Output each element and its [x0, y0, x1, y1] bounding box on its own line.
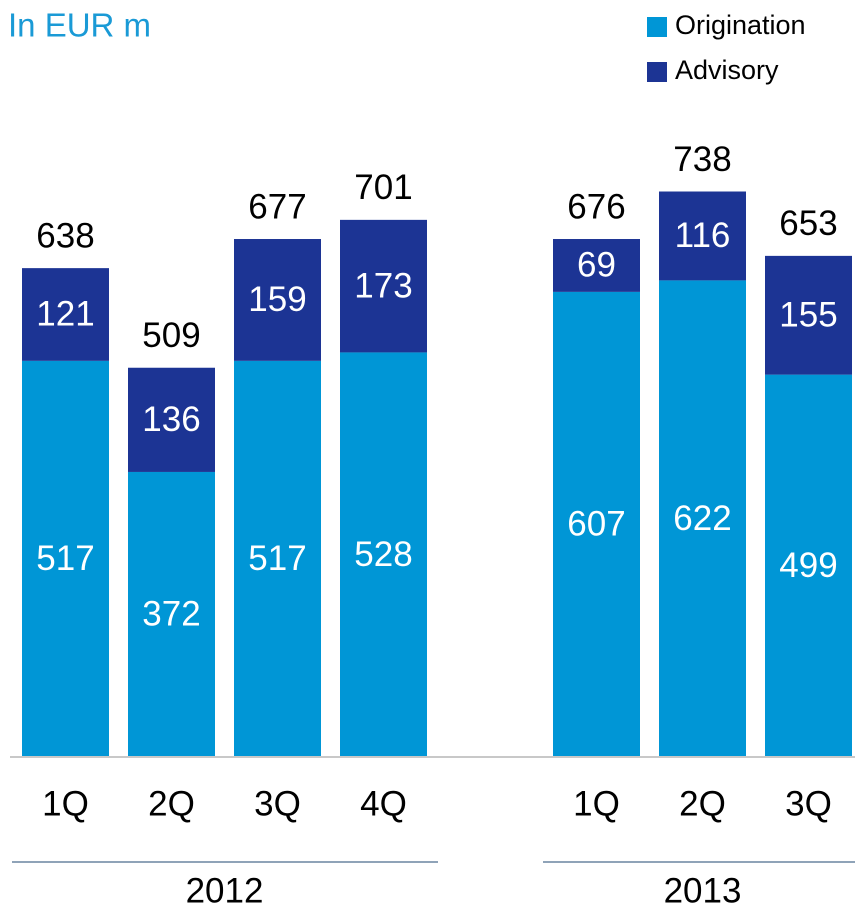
x-tick-label: 3Q	[785, 784, 832, 823]
bar-segment	[340, 219, 427, 353]
value-label: 173	[354, 266, 412, 305]
legend-swatch	[647, 17, 667, 37]
bar-segment	[765, 255, 852, 375]
bar-segment	[22, 268, 109, 361]
x-tick-label: 2Q	[679, 784, 726, 823]
value-label: 136	[142, 400, 200, 439]
total-label: 638	[36, 216, 94, 255]
legend-label: Origination	[675, 10, 806, 40]
total-label: 653	[779, 204, 837, 243]
bar-segment	[659, 191, 746, 281]
bar-segment	[234, 239, 321, 361]
bar-segment	[340, 352, 427, 757]
legend-label: Advisory	[675, 55, 779, 85]
x-tick-label: 4Q	[360, 784, 407, 823]
value-label: 517	[248, 539, 306, 578]
bar-segment	[234, 360, 321, 757]
group-label: 2013	[664, 871, 742, 910]
x-tick-label: 3Q	[254, 784, 301, 823]
bar-segment	[765, 374, 852, 757]
x-tick-label: 1Q	[42, 784, 89, 823]
total-label: 738	[673, 140, 731, 179]
value-label: 622	[673, 499, 731, 538]
total-label: 676	[567, 187, 625, 226]
bar-segment	[553, 291, 640, 757]
x-tick-label: 2Q	[148, 784, 195, 823]
bar-segment	[22, 360, 109, 757]
value-label: 155	[779, 296, 837, 335]
bar-segment	[659, 280, 746, 757]
bar-segment	[128, 367, 215, 472]
bar-segment	[553, 239, 640, 292]
value-label: 607	[567, 505, 625, 544]
x-tick-label: 1Q	[573, 784, 620, 823]
total-label: 509	[142, 316, 200, 355]
value-label: 528	[354, 535, 412, 574]
value-label: 121	[36, 295, 94, 334]
value-label: 116	[675, 216, 731, 255]
total-label: 701	[354, 168, 412, 207]
value-label: 517	[36, 539, 94, 578]
value-label: 159	[248, 280, 306, 319]
legend-swatch	[647, 62, 667, 82]
group-label: 2012	[186, 871, 264, 910]
value-label: 499	[779, 546, 837, 585]
bar-segment	[128, 471, 215, 757]
chart-title: In EUR m	[8, 7, 151, 44]
value-label: 69	[577, 246, 616, 285]
value-label: 372	[142, 595, 200, 634]
total-label: 677	[248, 187, 306, 226]
